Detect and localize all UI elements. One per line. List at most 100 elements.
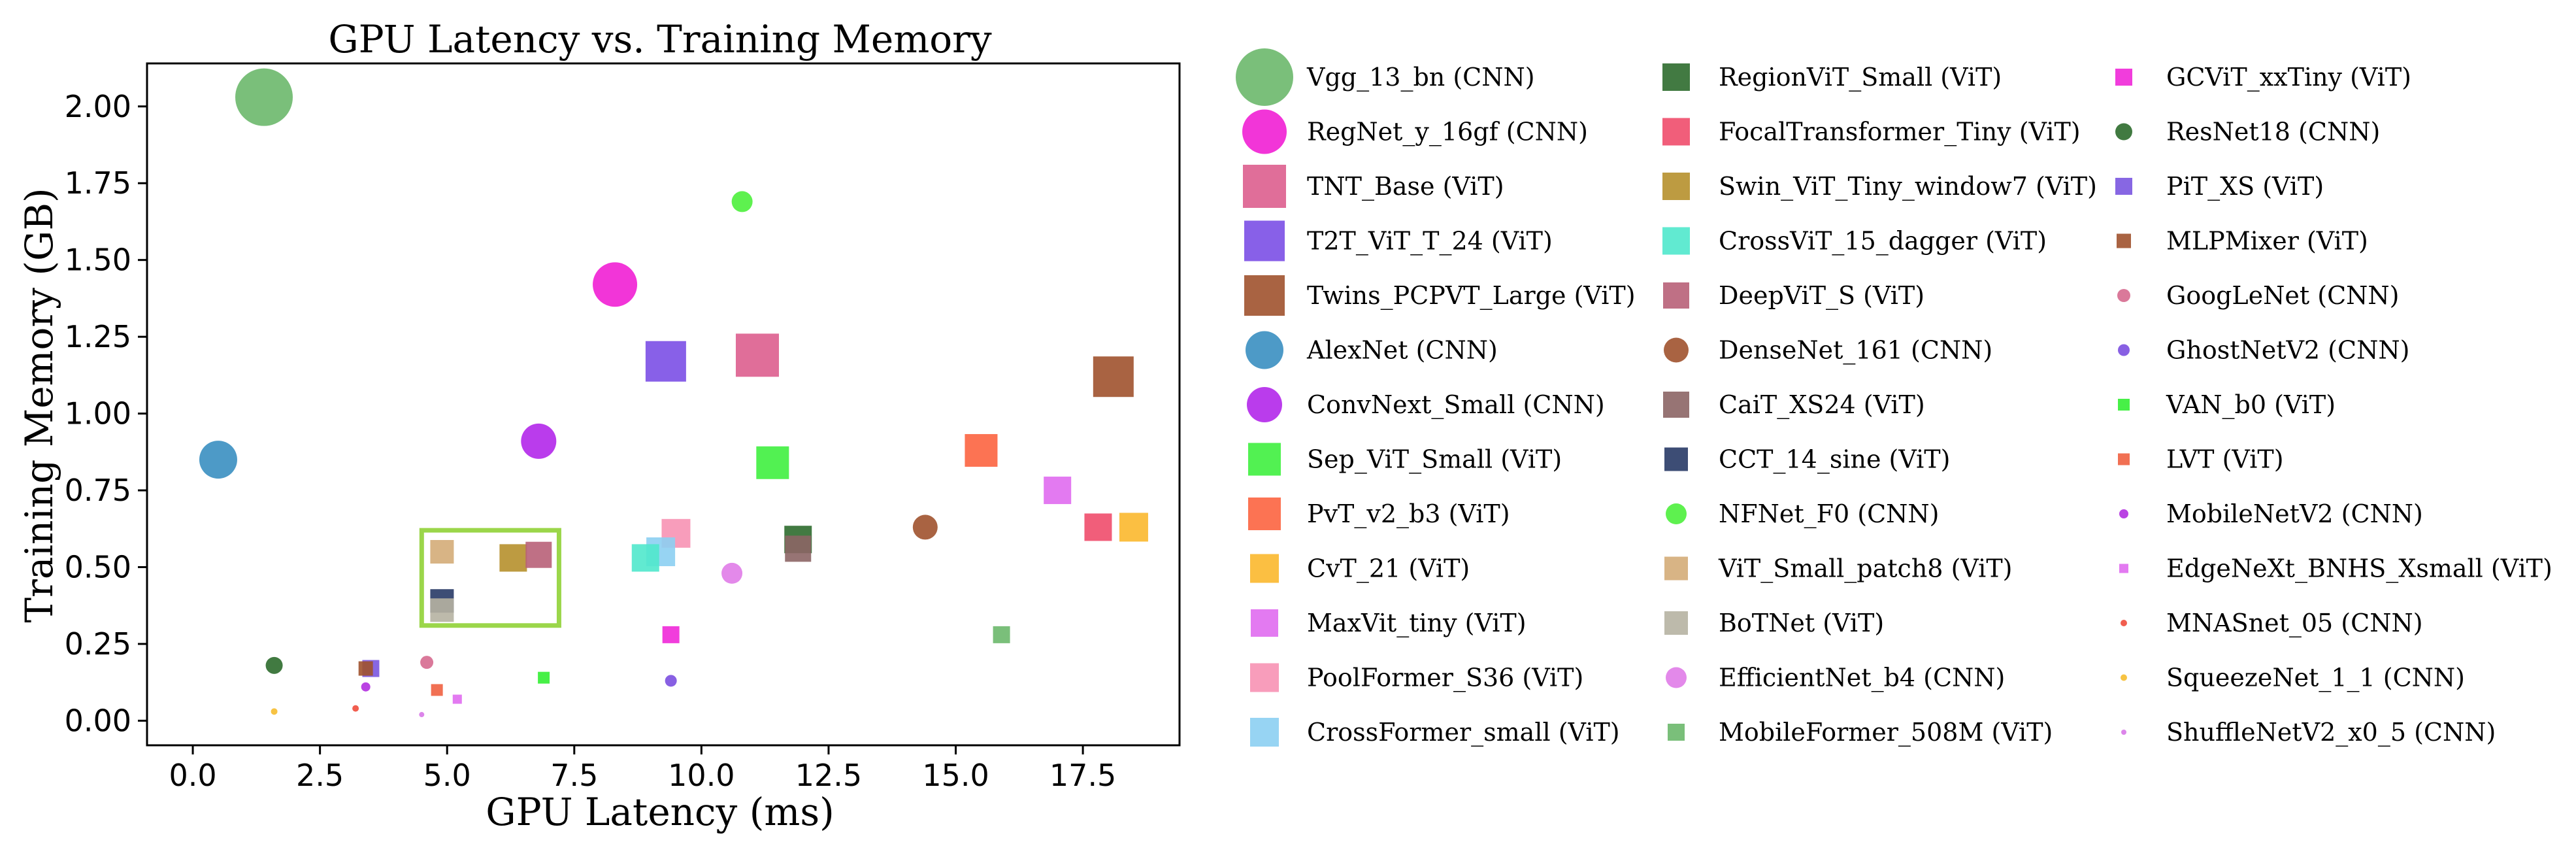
legend-label: RegNet_y_16gf (CNN) — [1307, 118, 1588, 147]
legend-marker — [1662, 63, 1690, 91]
legend-marker — [1244, 275, 1285, 316]
legend-marker — [1236, 48, 1293, 106]
legend-marker — [1242, 109, 1287, 154]
legend-marker — [2121, 674, 2127, 681]
legend-label: MobileFormer_508M (ViT) — [1719, 718, 2053, 747]
y-axis-label: Training Memory (GB) — [17, 188, 61, 622]
legend-label: NFNet_F0 (CNN) — [1719, 499, 1939, 529]
legend-marker — [1662, 118, 1690, 146]
x-tick-label: 12.5 — [795, 758, 862, 793]
data-point — [430, 540, 454, 564]
data-point — [645, 341, 686, 382]
legend-marker — [2119, 509, 2128, 518]
data-point — [756, 446, 789, 479]
legend-label: MNASnet_05 (CNN) — [2166, 609, 2423, 638]
data-point — [731, 191, 753, 212]
chart-title: GPU Latency vs. Training Memory — [328, 17, 992, 61]
y-tick-label: 1.25 — [65, 319, 131, 354]
legend-label: Vgg_13_bn (CNN) — [1306, 63, 1535, 92]
legend-label: TNT_Base (ViT) — [1307, 172, 1504, 201]
legend-label: CaiT_XS24 (ViT) — [1719, 390, 1925, 420]
y-tick-label: 0.50 — [65, 550, 131, 585]
data-point — [235, 68, 293, 126]
legend-label: PvT_v2_b3 (ViT) — [1307, 499, 1510, 529]
legend-marker — [2121, 730, 2126, 735]
data-point — [452, 694, 462, 704]
data-point — [430, 598, 454, 622]
legend-label: EfficientNet_b4 (CNN) — [1719, 664, 2005, 693]
legend-label: Swin_ViT_Tiny_window7 (ViT) — [1719, 172, 2097, 201]
legend-marker — [2117, 289, 2130, 302]
legend-marker — [1664, 447, 1688, 471]
data-point — [1084, 513, 1112, 541]
data-point — [631, 544, 659, 572]
legend-label: DenseNet_161 (CNN) — [1719, 336, 1992, 365]
legend-label: AlexNet (CNN) — [1306, 336, 1498, 365]
y-tick-label: 0.00 — [65, 703, 131, 738]
data-point — [662, 626, 680, 643]
legend-label: Sep_ViT_Small (ViT) — [1307, 445, 1562, 475]
legend-label: SqueezeNet_1_1 (CNN) — [2166, 664, 2465, 693]
data-point — [1093, 356, 1134, 397]
legend-marker — [2118, 399, 2130, 411]
legend-marker — [1248, 498, 1281, 530]
legend-marker — [1250, 663, 1279, 692]
data-point — [538, 671, 550, 684]
x-tick-label: 10.0 — [668, 758, 735, 793]
x-axis-label: GPU Latency (ms) — [486, 790, 834, 834]
legend-label: MaxVit_tiny (ViT) — [1307, 609, 1527, 638]
data-point — [665, 675, 677, 687]
legend-marker — [1666, 503, 1687, 524]
legend-label: Twins_PCPVT_Large (ViT) — [1307, 281, 1636, 311]
legend-marker — [1250, 554, 1279, 583]
x-tick-label: 2.5 — [296, 758, 344, 793]
legend: Vgg_13_bn (CNN) RegNet_y_16gf (CNN) TNT_Ba… — [1236, 48, 2552, 747]
x-tick-label: 17.5 — [1049, 758, 1116, 793]
legend-marker — [1664, 337, 1689, 363]
data-point — [593, 262, 638, 307]
legend-label: ViT_Small_patch8 (ViT) — [1718, 554, 2013, 584]
data-point — [499, 544, 527, 572]
data-point — [265, 656, 283, 674]
legend-label: GCViT_xxTiny (ViT) — [2166, 63, 2411, 92]
x-tick-label: 5.0 — [423, 758, 471, 793]
data-point — [521, 423, 557, 459]
data-point — [785, 535, 812, 562]
data-point — [361, 682, 371, 692]
legend-label: MobileNetV2 (CNN) — [2166, 499, 2423, 528]
legend-label: CrossViT_15_dagger (ViT) — [1719, 227, 2047, 256]
data-point — [912, 515, 938, 540]
legend-label: EdgeNeXt_BNHS_Xsmall (ViT) — [2166, 554, 2552, 584]
legend-label: CvT_21 (ViT) — [1307, 554, 1470, 584]
legend-marker — [1248, 443, 1281, 476]
legend-label: GoogLeNet (CNN) — [2166, 281, 2399, 310]
legend-marker — [2115, 69, 2132, 86]
y-tick-label: 1.50 — [65, 243, 131, 278]
legend-label: CrossFormer_small (ViT) — [1307, 718, 1620, 747]
highlight-box — [419, 528, 561, 628]
data-point — [525, 541, 552, 568]
legend-label: BoTNet (ViT) — [1719, 609, 1884, 637]
legend-marker — [1243, 165, 1286, 208]
data-point — [419, 712, 425, 718]
legend-marker — [2117, 233, 2131, 248]
legend-marker — [2118, 344, 2130, 356]
x-tick-label: 7.5 — [550, 758, 598, 793]
legend-label: GhostNetV2 (CNN) — [2166, 336, 2409, 365]
legend-label: T2T_ViT_T_24 (ViT) — [1307, 227, 1553, 256]
legend-marker — [1666, 667, 1687, 688]
data-point — [721, 562, 743, 584]
legend-marker — [1663, 392, 1689, 418]
data-point — [358, 661, 373, 676]
data-point — [993, 626, 1010, 643]
plot-frame — [146, 62, 1181, 747]
data-point — [1119, 513, 1148, 542]
legend-marker — [2115, 123, 2132, 141]
legend-marker — [2121, 620, 2127, 626]
data-point — [420, 656, 434, 669]
y-tick-label: 0.25 — [65, 626, 131, 662]
y-tick-label: 2.00 — [65, 89, 131, 124]
legend-marker — [1247, 387, 1282, 422]
legend-marker — [2115, 178, 2132, 195]
data-point — [965, 433, 998, 467]
